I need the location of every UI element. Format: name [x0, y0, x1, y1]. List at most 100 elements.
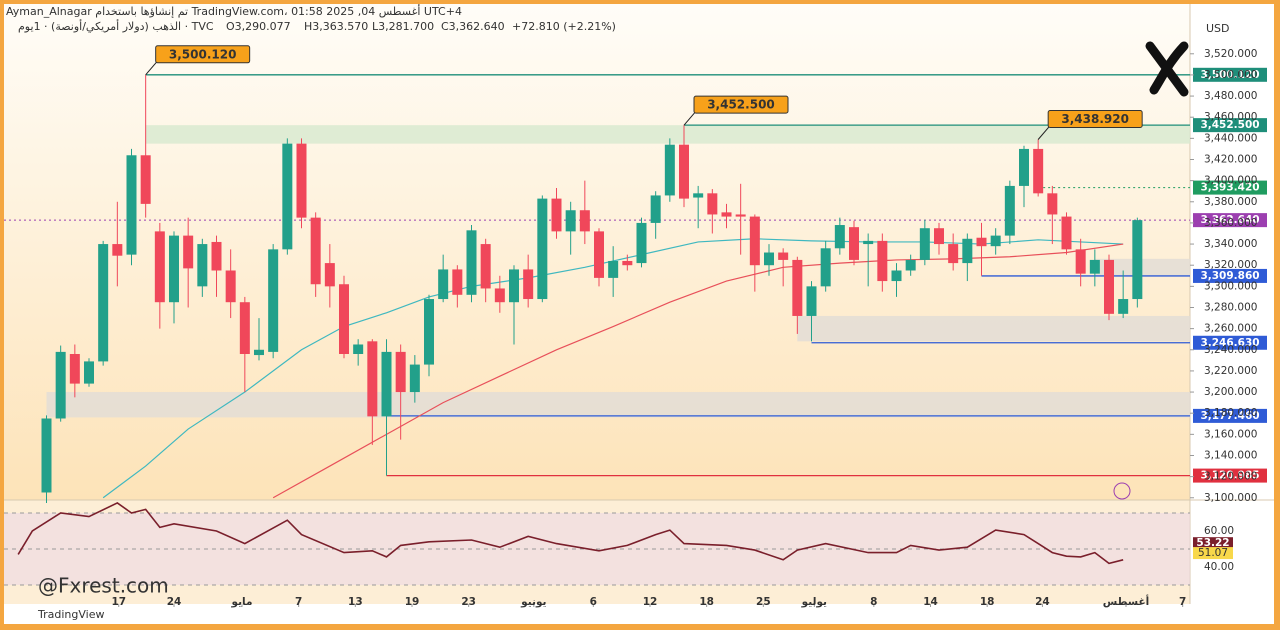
candle-body [905, 259, 916, 271]
ohlc-value: O3,290.077 [226, 20, 291, 33]
candle-body [480, 244, 491, 289]
callout-box [693, 95, 789, 114]
level-tag [1193, 268, 1267, 283]
candle-body [239, 302, 250, 355]
candle-body [1075, 249, 1086, 274]
candle-body [721, 212, 732, 217]
rsi-tick-label: 60.00 [1204, 525, 1234, 537]
candle-body [934, 228, 944, 245]
x-tick-label: 14 [923, 596, 938, 608]
rsi-ma-label: 51.07 [1198, 547, 1228, 559]
x-tick-label: 7 [1179, 596, 1186, 608]
candle-body [551, 198, 562, 232]
candle-body [140, 155, 151, 204]
level-label: 3,362.640 [1200, 214, 1259, 226]
alert-icon[interactable] [1113, 482, 1131, 500]
candle-body [1004, 185, 1015, 236]
header-line: Ayman_Alnagar تم إنشاؤها باستخدام Tradin… [6, 4, 462, 18]
callout-box [155, 45, 251, 64]
callout-box [1047, 109, 1143, 128]
candle-body [1132, 220, 1143, 300]
candle-body [41, 418, 52, 493]
x-tick-label: 12 [643, 596, 658, 608]
x-tick-label: 25 [756, 596, 771, 608]
level-tag [1193, 468, 1267, 483]
candle-body [1104, 259, 1114, 314]
candle-body [891, 270, 902, 282]
candle-body [424, 299, 434, 365]
rsi-value-tag [1193, 537, 1233, 550]
candle-body [381, 351, 392, 417]
rsi-line [17, 501, 1124, 565]
candle-body [1061, 216, 1072, 250]
y-tick-label: 3,300.000 [1204, 280, 1257, 292]
ohlc-value: C3,362.640 [441, 20, 505, 33]
change-value: +72.810 (+2.21%) [512, 20, 616, 33]
candle-body [494, 288, 505, 303]
candle-body [608, 260, 619, 278]
candle-body [98, 244, 109, 362]
callout-label: 3,500.120 [169, 47, 237, 61]
candle-body [339, 284, 349, 355]
callout-pointer [683, 110, 697, 126]
y-tick-label: 3,360.000 [1204, 217, 1257, 229]
x-tick-label: 24 [167, 596, 182, 608]
candle-body [764, 252, 774, 266]
candle-body [154, 231, 165, 303]
zone [46, 392, 1190, 418]
y-tick-label: 3,260.000 [1204, 323, 1257, 335]
level-tag [1193, 118, 1267, 133]
candle-body [792, 259, 803, 316]
rsi-ma-tag [1193, 547, 1233, 560]
candle-body [622, 260, 633, 266]
candle-body [650, 195, 661, 223]
x-tick-label: 18 [699, 596, 714, 608]
candle-body [679, 144, 689, 199]
candle-body [395, 351, 406, 393]
x-tick-label: 6 [590, 596, 597, 608]
candle-body [55, 351, 66, 419]
candle-body [594, 231, 604, 278]
candle-body [778, 252, 789, 260]
x-tick-label: يونيو [520, 596, 546, 608]
candle-body [749, 216, 760, 266]
rsi-value-label: 53.22 [1196, 537, 1229, 549]
candle-body [707, 193, 718, 215]
candle-body [664, 144, 675, 196]
candle-body [509, 269, 519, 303]
level-label: 3,500.120 [1200, 69, 1259, 81]
candle-body [84, 361, 94, 384]
zone [1094, 258, 1190, 276]
y-tick-label: 3,460.000 [1204, 111, 1257, 123]
candle-body [126, 155, 137, 255]
ohlc-value: H3,363.570 [304, 20, 368, 33]
level-label: 3,393.420 [1200, 182, 1259, 194]
currency: USD [1206, 22, 1230, 35]
candle-body [863, 240, 874, 245]
rsi-tick-label: 40.00 [1204, 561, 1234, 573]
callout-label: 3,438.920 [1061, 112, 1129, 126]
candle-body [877, 240, 888, 282]
y-tick-label: 3,280.000 [1204, 301, 1257, 313]
y-tick-label: 3,340.000 [1204, 238, 1257, 250]
y-tick-label: 3,180.000 [1204, 407, 1257, 419]
x-tick-label: 7 [295, 596, 302, 608]
candle-body [310, 217, 321, 285]
candle-body [452, 269, 463, 295]
candle-body [820, 248, 831, 287]
ohlc-value: L3,281.700 [372, 20, 434, 33]
footer-brand: TradingView [37, 608, 104, 621]
level-label: 3,452.500 [1200, 119, 1259, 131]
candle-body [438, 269, 449, 300]
symbol-title: الذهب (دولار أمريكي/أونصة) · 1يوم · TVC [18, 19, 214, 33]
candle-body [806, 286, 817, 316]
callout-pointer [1037, 125, 1051, 140]
level-tag [1193, 335, 1267, 350]
candle-body [183, 235, 194, 269]
candle-body [1047, 193, 1058, 215]
screenshot: 3,500.120 3,452.500 3,393.420 3,362.640 3,30… [4, 4, 1274, 624]
y-tick-label: 3,120.000 [1204, 471, 1257, 483]
candle-body [976, 237, 987, 247]
candle-body [565, 210, 576, 232]
level-label: 3,246.630 [1200, 337, 1259, 349]
